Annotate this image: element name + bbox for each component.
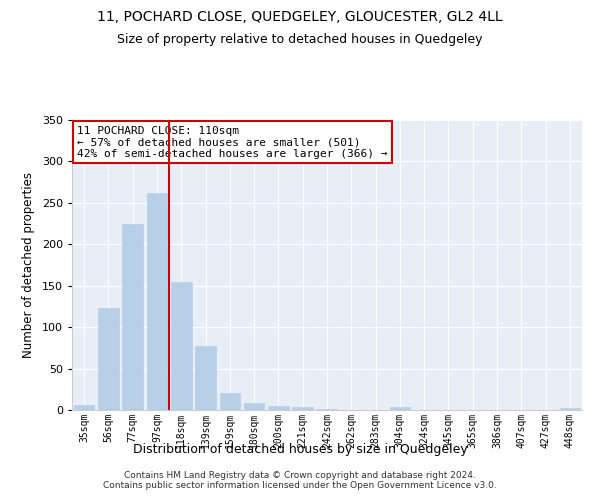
Y-axis label: Number of detached properties: Number of detached properties (22, 172, 35, 358)
Bar (122, 224, 143, 410)
Bar (560, 408, 580, 410)
Bar (74, 405, 94, 410)
Bar (171, 282, 191, 410)
Bar (317, 409, 337, 410)
Bar (98, 308, 119, 410)
Bar (195, 346, 216, 410)
Text: Contains HM Land Registry data © Crown copyright and database right 2024.
Contai: Contains HM Land Registry data © Crown c… (103, 470, 497, 490)
Bar (220, 392, 240, 410)
Text: Distribution of detached houses by size in Quedgeley: Distribution of detached houses by size … (133, 442, 467, 456)
Text: 11, POCHARD CLOSE, QUEDGELEY, GLOUCESTER, GL2 4LL: 11, POCHARD CLOSE, QUEDGELEY, GLOUCESTER… (97, 10, 503, 24)
Bar (146, 193, 167, 410)
Bar (268, 406, 289, 410)
Bar (292, 406, 313, 410)
Text: Size of property relative to detached houses in Quedgeley: Size of property relative to detached ho… (117, 32, 483, 46)
Bar (389, 406, 410, 410)
Text: 11 POCHARD CLOSE: 110sqm
← 57% of detached houses are smaller (501)
42% of semi-: 11 POCHARD CLOSE: 110sqm ← 57% of detach… (77, 126, 388, 159)
Bar (244, 402, 265, 410)
